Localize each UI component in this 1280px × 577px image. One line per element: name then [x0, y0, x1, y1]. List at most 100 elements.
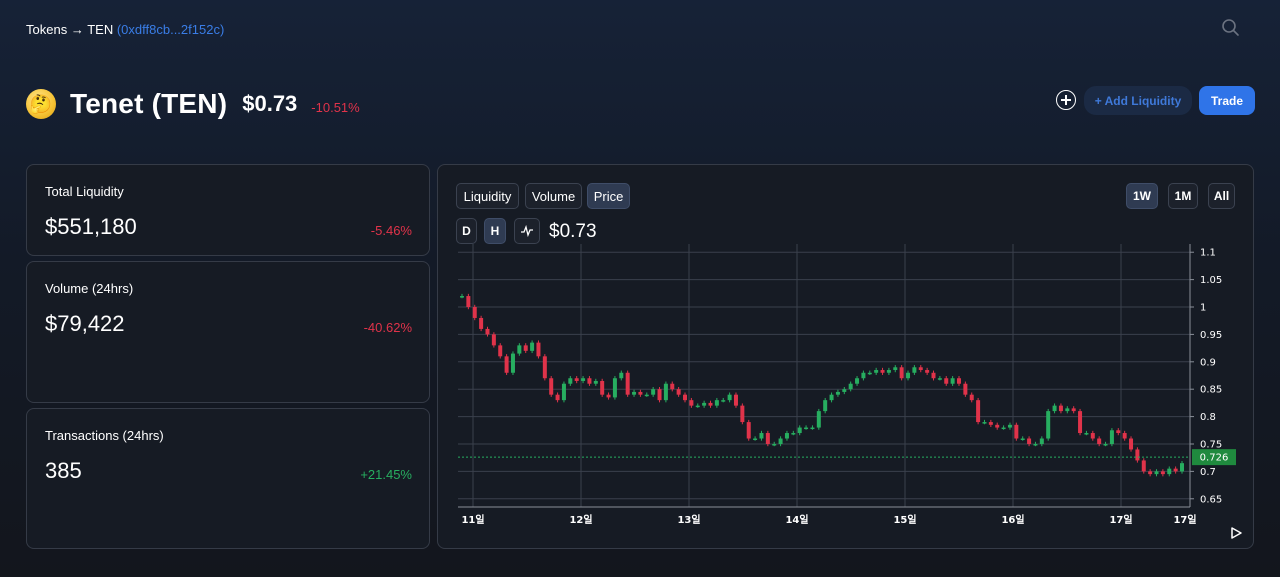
candle-body: [555, 394, 560, 401]
candle-body: [1020, 438, 1025, 441]
range-1m-button[interactable]: 1M: [1168, 183, 1198, 209]
candle-body: [765, 433, 770, 444]
candle-body: [491, 334, 496, 346]
chart-current-price: $0.73: [549, 221, 597, 242]
x-tick-label: 17일: [1109, 513, 1132, 526]
candle-body: [1007, 424, 1012, 428]
candle-body: [670, 383, 675, 390]
candle-body: [549, 378, 554, 395]
candle-body: [912, 367, 917, 373]
y-tick-label: 0.9: [1200, 357, 1216, 368]
play-icon[interactable]: [1229, 526, 1243, 540]
token-logo-icon: 🤔: [26, 89, 56, 119]
y-tick-label: 0.95: [1200, 330, 1222, 341]
line-chart-icon: [521, 225, 533, 237]
candle-body: [714, 400, 719, 406]
y-tick-label: 0.7: [1200, 467, 1216, 478]
stat-value: $551,180: [45, 214, 137, 239]
candle-body: [1129, 438, 1134, 450]
candle-body: [1167, 468, 1172, 475]
candle-body: [708, 402, 713, 406]
y-tick-label: 0.85: [1200, 385, 1222, 396]
x-tick-label: 15일: [893, 513, 916, 526]
token-header: 🤔 Tenet (TEN) $0.73 -10.51%: [26, 86, 360, 122]
candle-body: [702, 402, 707, 406]
candle-body: [1001, 427, 1006, 430]
candle-body: [466, 296, 471, 308]
candle-body: [1039, 438, 1044, 444]
candle-body: [784, 433, 789, 439]
stat-change: -40.62%: [363, 320, 412, 335]
tab-price[interactable]: Price: [587, 183, 630, 209]
candle-body: [963, 383, 968, 395]
candle-body: [1058, 405, 1063, 412]
candle-body: [721, 400, 726, 402]
candle-body: [1154, 471, 1159, 475]
range-1w-button[interactable]: 1W: [1126, 183, 1158, 209]
candle-body: [498, 345, 503, 357]
candle-body: [517, 345, 522, 354]
candle-body: [829, 394, 834, 401]
tab-liquidity[interactable]: Liquidity: [456, 183, 519, 209]
candle-body: [1141, 460, 1146, 472]
candle-body: [1160, 471, 1165, 475]
interval-day-button[interactable]: D: [456, 218, 477, 244]
candle-body: [950, 378, 955, 384]
candle-body: [1065, 408, 1070, 412]
stat-value: $79,422: [45, 311, 125, 336]
x-tick-label: 12일: [569, 513, 592, 526]
trade-button[interactable]: Trade: [1199, 86, 1255, 115]
interval-hour-button[interactable]: H: [484, 218, 506, 244]
candle-body: [733, 394, 738, 406]
candle-body: [810, 427, 815, 430]
candle-body: [676, 389, 681, 395]
candle-body: [581, 378, 586, 381]
candle-body: [1090, 433, 1095, 439]
stat-change: +21.45%: [360, 467, 412, 482]
candle-body: [1109, 430, 1114, 444]
candle-body: [1027, 438, 1032, 444]
candle-body: [835, 391, 840, 395]
candle-body: [1046, 411, 1051, 439]
candle-body: [1122, 433, 1127, 439]
current-price-label: 0.726: [1200, 453, 1229, 464]
search-icon[interactable]: [1220, 17, 1242, 39]
candle-body: [485, 328, 490, 335]
breadcrumb-tokens-link[interactable]: Tokens: [26, 22, 68, 37]
candle-body: [600, 380, 605, 395]
candle-body: [587, 378, 592, 384]
price-candlestick-chart[interactable]: 0.65 0.7 0.75 0.8 0.85 0.9 0.95 1 1.05 1.1 11일 12일 1…: [454, 240, 1238, 530]
candle-body: [944, 378, 949, 384]
x-tick-label: 16일: [1001, 513, 1024, 526]
candle-body: [644, 394, 649, 397]
y-tick-label: 0.75: [1200, 439, 1222, 450]
candle-body: [861, 372, 866, 379]
candle-body: [753, 438, 758, 441]
token-address-link[interactable]: (0xdff8cb...2f152c): [116, 22, 225, 37]
candle-body: [791, 433, 796, 435]
y-tick-label: 1: [1200, 303, 1206, 314]
candle-body: [740, 405, 745, 423]
candle-body: [1097, 438, 1102, 444]
candle-body: [625, 372, 630, 395]
y-tick-label: 0.8: [1200, 412, 1216, 423]
token-price-change: -10.51%: [311, 99, 360, 115]
token-name: Tenet (TEN): [70, 88, 228, 119]
add-liquidity-button[interactable]: + Add Liquidity: [1084, 86, 1192, 115]
stat-label: Transactions (24hrs): [45, 428, 164, 443]
candle-body: [479, 317, 484, 329]
range-all-button[interactable]: All: [1208, 183, 1235, 209]
add-plus-icon[interactable]: [1056, 90, 1076, 110]
candle-body: [606, 394, 611, 398]
candle-body: [1148, 471, 1153, 475]
candle-body: [1180, 463, 1184, 472]
candle-body: [727, 394, 732, 401]
candle-body: [510, 353, 515, 373]
candle-body: [778, 438, 783, 444]
line-chart-toggle[interactable]: [514, 218, 540, 244]
candle-body: [918, 367, 923, 371]
candle-body: [504, 356, 509, 373]
candle-body: [1052, 405, 1057, 412]
tab-volume[interactable]: Volume: [525, 183, 582, 209]
candle-body: [925, 370, 930, 373]
